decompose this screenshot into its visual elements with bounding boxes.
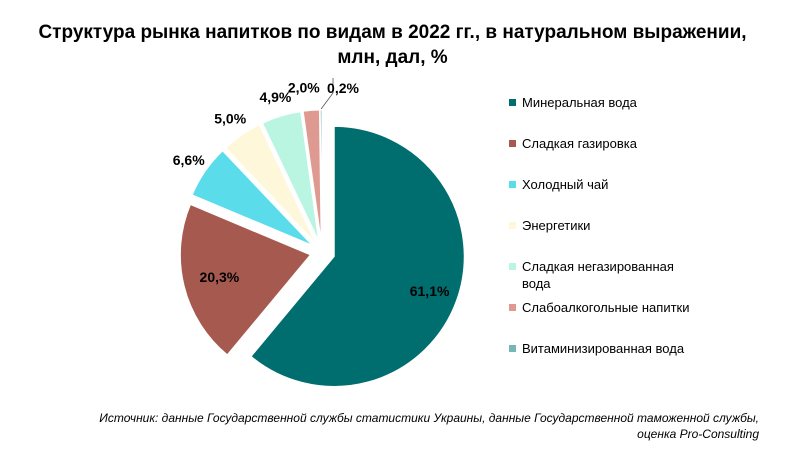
source-note: Источник: данные Государственной службы …	[99, 411, 759, 441]
pie-slice-холодный-чай	[191, 150, 313, 246]
pie-label-сладкая-газировка: 20,3%	[200, 269, 240, 285]
legend-label: Сладкая негазированная вода	[522, 259, 674, 291]
chart-title-line-2: млн, дал, %	[337, 47, 448, 68]
pie-label-минеральная-вода: 61,1%	[410, 283, 450, 299]
chart-title: Структура рынка напитков по видам в 2022…	[0, 20, 785, 70]
legend-item-холодный-чай: Холодный чай	[509, 176, 769, 193]
legend-item-витаминизированная-вода: Витаминизированная вода	[509, 340, 769, 357]
legend-swatch	[509, 140, 516, 147]
legend-label: Минеральная вода	[522, 95, 637, 110]
legend-item-сладкая-газировка: Сладкая газировка	[509, 135, 769, 152]
pie-label-витаминизированная-вода: 0,2%	[327, 80, 359, 96]
legend-item-минеральная-вода: Минеральная вода	[509, 94, 769, 111]
pie-slice-энергетики	[224, 124, 316, 243]
pie-slice-минеральная-вода	[250, 125, 465, 387]
legend-item-слабоалкогольные-напитки: Слабоалкогольные напитки	[509, 299, 769, 316]
pie-label-слабоалкогольные-напитки: 2,0%	[288, 80, 320, 96]
pie-leader-витаминизированная-вода	[320, 78, 334, 110]
legend-label: Энергетики	[522, 218, 591, 233]
pie-slice-сладкая-газировка	[179, 203, 312, 356]
legend-label: Слабоалкогольные напитки	[522, 300, 690, 315]
legend-swatch	[509, 99, 516, 106]
legend-swatch	[509, 181, 516, 188]
pie-label-энергетики: 5,0%	[214, 111, 246, 127]
legend-swatch	[509, 304, 516, 311]
legend-item-сладкая-негазированная-вода: Сладкая негазированная вода	[509, 258, 769, 292]
legend-label: Витаминизированная вода	[522, 341, 685, 356]
legend-label: Сладкая газировка	[522, 136, 637, 151]
pie-label-сладкая-негазированная-вода: 4,9%	[259, 89, 291, 105]
pie-slice-витаминизированная-вода	[319, 109, 323, 241]
pie-label-холодный-чай: 6,6%	[173, 152, 205, 168]
pie-slice-сладкая-негазированная-вода	[261, 111, 320, 241]
legend-swatch	[509, 345, 516, 352]
chart-title-line-1: Структура рынка напитков по видам в 2022…	[38, 22, 747, 43]
legend-swatch	[509, 263, 516, 270]
legend-label: Холодный чай	[522, 177, 609, 192]
pie-slice-слабоалкогольные-напитки	[302, 109, 322, 241]
legend-item-энергетики: Энергетики	[509, 217, 769, 234]
legend-swatch	[509, 222, 516, 229]
